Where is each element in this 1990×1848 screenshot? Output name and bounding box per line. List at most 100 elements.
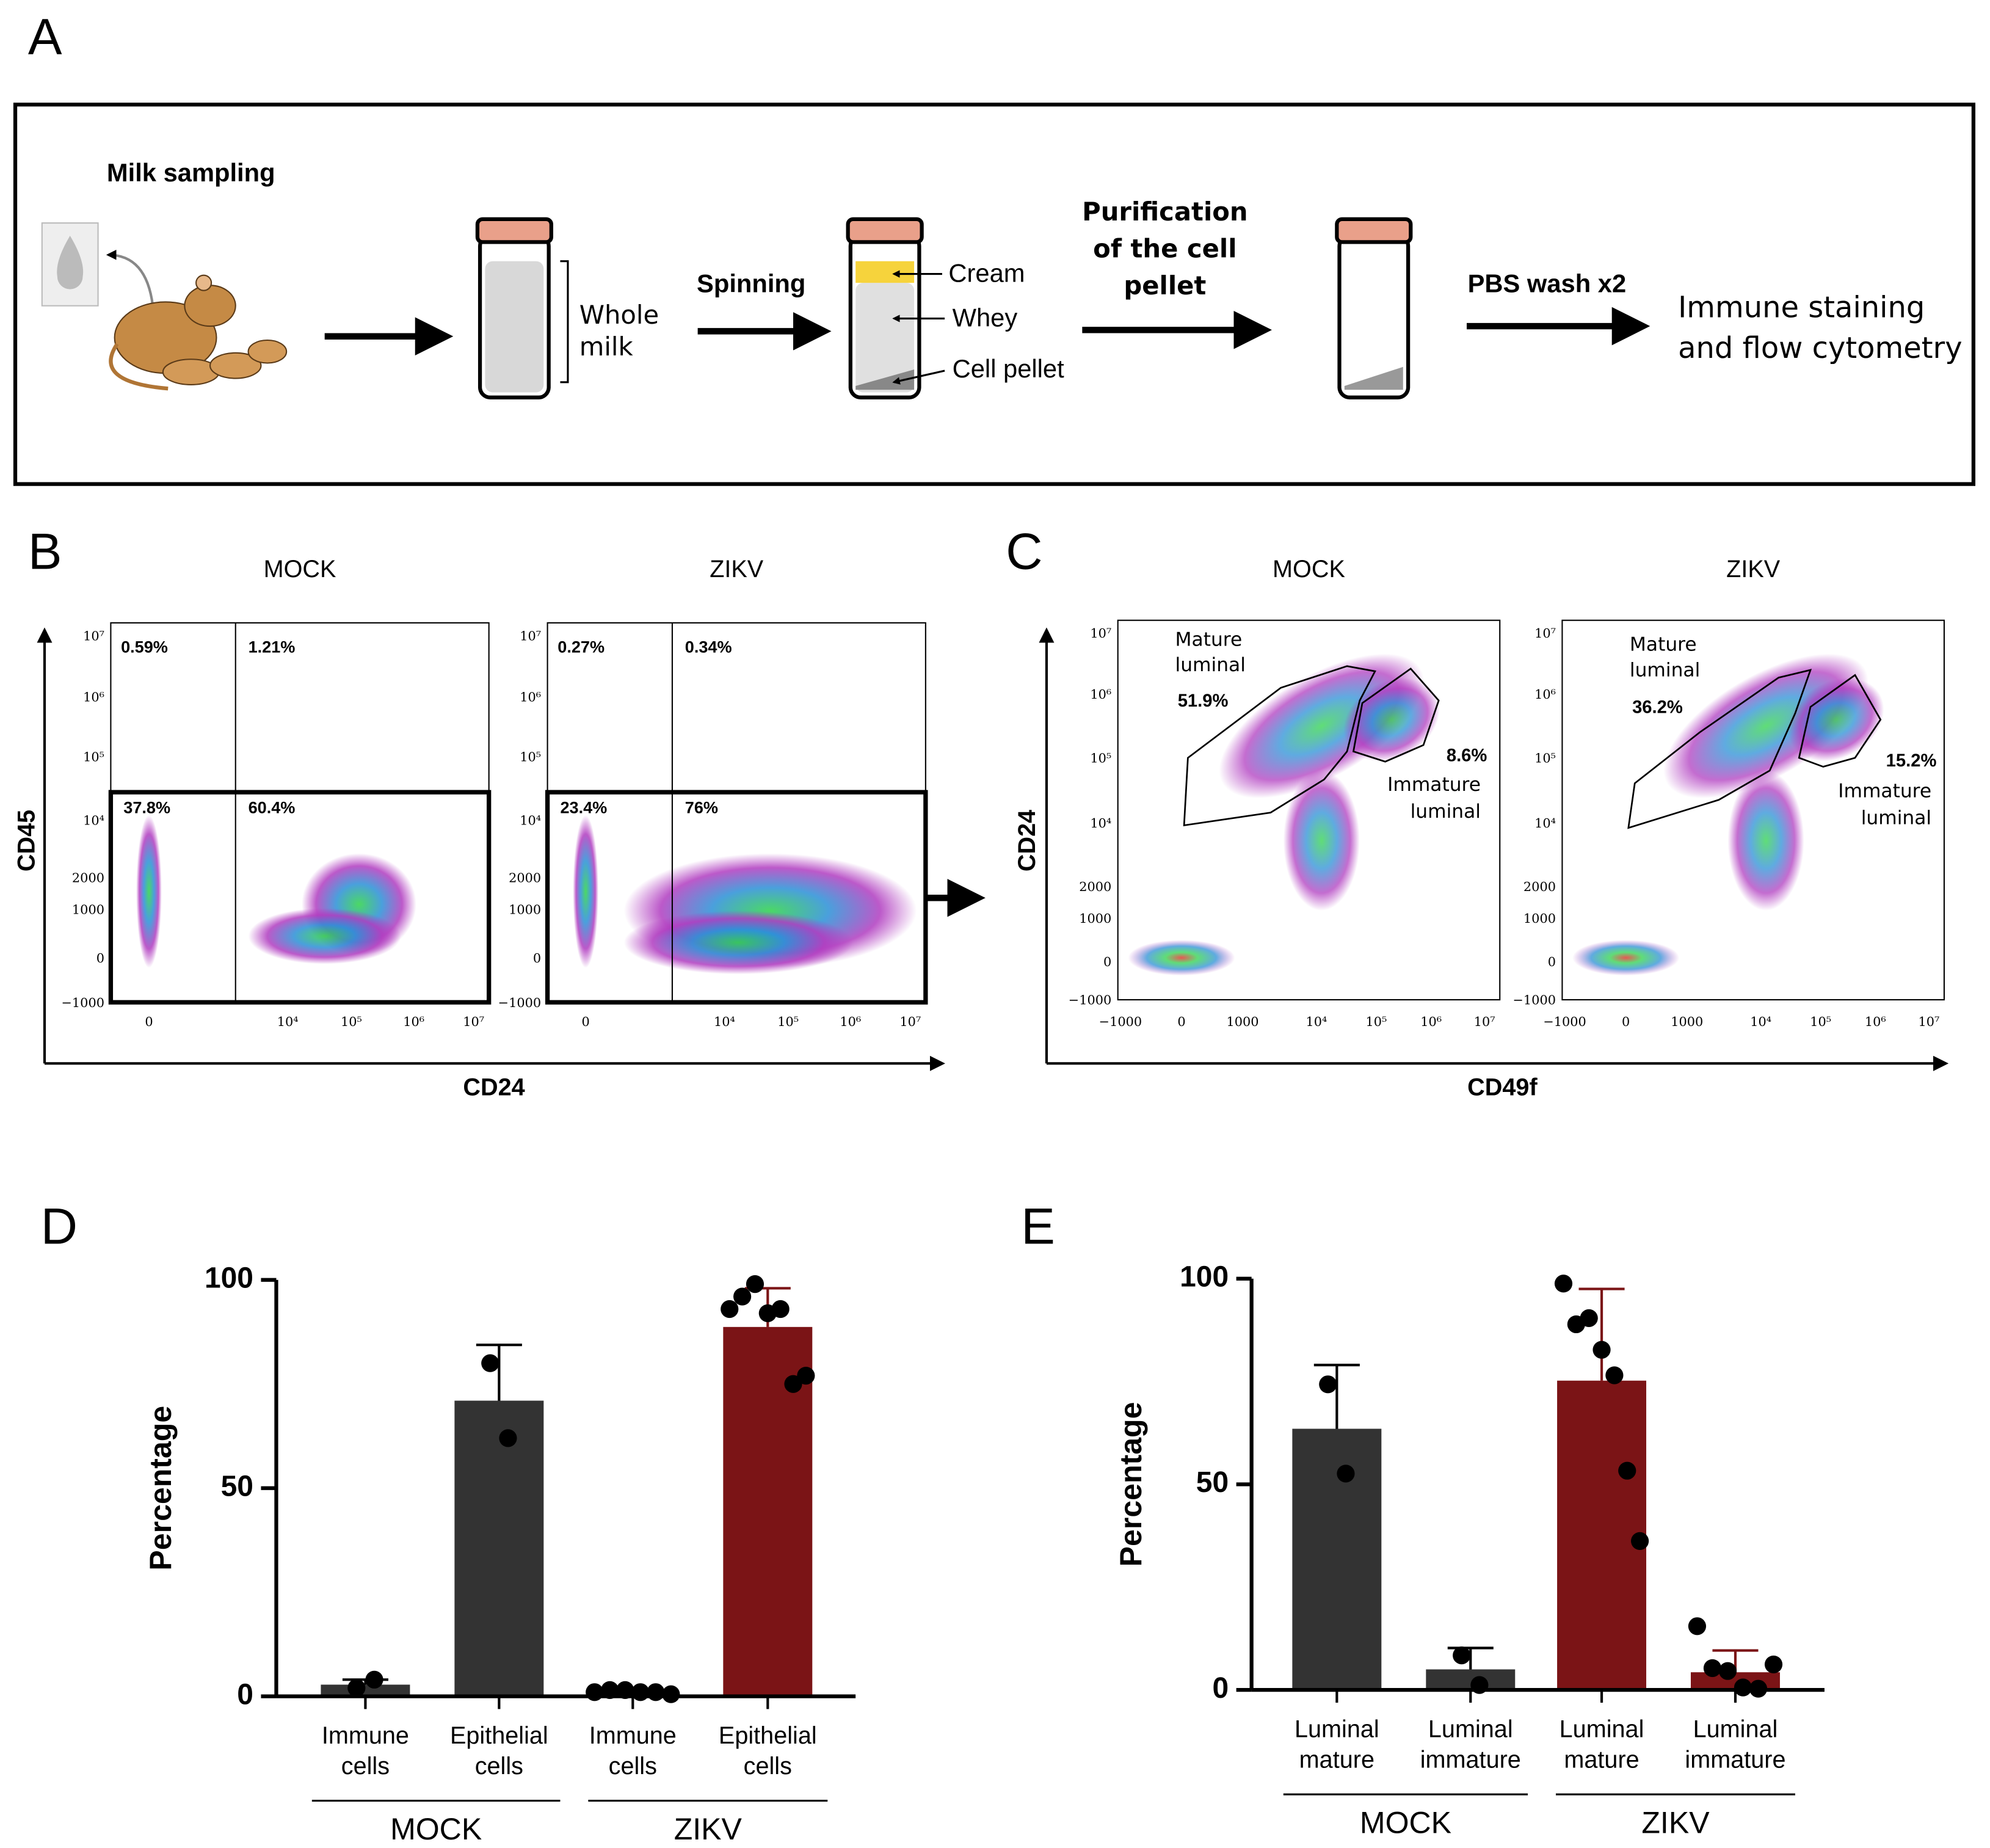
gate <box>1798 674 1882 768</box>
label-box: Immune staining and flow cytometry <box>1678 291 1963 366</box>
gate <box>1352 668 1440 763</box>
y-tick-label: 100 <box>1180 1260 1229 1293</box>
gate <box>545 790 928 1005</box>
data-point <box>1337 1464 1355 1483</box>
gate-name: Immature luminal <box>1387 773 1481 823</box>
y-axis-label: Percentage <box>143 1406 178 1571</box>
panel-label: D <box>41 1198 78 1254</box>
y-tick-label: 10⁵ <box>520 749 541 764</box>
gate-name-box: Mature luminal <box>1175 628 1246 676</box>
panel-label: B <box>28 523 62 580</box>
mouse-icon <box>41 222 288 391</box>
x-tick-label: 10⁷ <box>1474 1014 1495 1029</box>
bar <box>1557 1380 1647 1690</box>
error-bar <box>1313 1364 1360 1429</box>
layer-label: Cell pellet <box>953 354 1064 383</box>
step-label: PBS wash x2 <box>1468 269 1627 297</box>
y-tick-label: 10⁴ <box>1534 816 1556 831</box>
data-point <box>647 1683 665 1701</box>
y-tick-label: 100 <box>205 1262 253 1294</box>
y-tick-label: 10⁶ <box>520 689 541 704</box>
gate-name: Mature luminal <box>1629 633 1701 682</box>
y-tick-label: 0 <box>1212 1672 1229 1704</box>
data-point <box>631 1683 650 1701</box>
y-tick-label: 10⁵ <box>83 749 104 764</box>
gate-name-box: Mature luminal <box>1629 633 1701 682</box>
data-point <box>1618 1461 1636 1480</box>
data-point <box>1764 1655 1783 1674</box>
panel-label: C <box>1006 523 1042 580</box>
x-tick-label: 1000 <box>1671 1014 1703 1029</box>
gate-percent: 36.2% <box>1632 697 1683 717</box>
axis-label: CD24 <box>463 1074 525 1100</box>
flow-panels: CD45 CD24 MOCK 10⁷ 10⁶ 10⁵ 10⁴ 2000 1000 0 −1000 0 1… <box>13 556 1949 1100</box>
x-tick-label: 0 <box>145 1014 153 1029</box>
data-point <box>586 1683 604 1701</box>
y-tick-label: 1000 <box>509 903 541 917</box>
y-tick-label: 50 <box>221 1470 253 1502</box>
data-point <box>1319 1375 1337 1394</box>
step-label: Spinning <box>697 269 805 297</box>
data-point <box>347 1679 366 1697</box>
density <box>1787 677 1884 762</box>
x-tick-label: 10⁵ <box>777 1014 799 1029</box>
quadrant-percent: 1.21% <box>249 638 296 657</box>
y-tick-label: 2000 <box>509 870 541 885</box>
y-tick-label: 10⁶ <box>83 689 104 704</box>
step-label: Milk sampling <box>107 158 275 187</box>
data-point <box>721 1300 739 1319</box>
y-tick-label: −1000 <box>498 995 542 1010</box>
data-point <box>1453 1646 1471 1665</box>
x-tick-label-box: Immune cells <box>321 1723 409 1781</box>
x-tick-label-box: Luminal immature <box>1685 1717 1785 1774</box>
data-point <box>1605 1366 1624 1384</box>
y-tick-label: 0 <box>533 951 541 966</box>
y-tick-label: 10⁷ <box>83 628 104 643</box>
x-tick-label: 10⁴ <box>277 1014 299 1029</box>
x-tick-label-box: Luminal immature <box>1420 1716 1521 1774</box>
density <box>1572 940 1680 976</box>
x-tick-label: Immune cells <box>321 1723 409 1781</box>
gate-percent: 8.6% <box>1447 746 1487 766</box>
x-tick-label-box: Epithelial cells <box>718 1723 817 1781</box>
plot-title: MOCK <box>1273 556 1345 583</box>
data-point <box>1688 1617 1707 1635</box>
quadrant-percent: 60.4% <box>249 798 296 817</box>
y-tick-label: 0 <box>1103 955 1111 969</box>
quadrant-percent: 23.4% <box>560 798 607 817</box>
bar <box>454 1400 544 1697</box>
group-label: MOCK <box>390 1812 482 1846</box>
y-tick-label: 2000 <box>1523 879 1556 894</box>
plot-title: ZIKV <box>710 556 764 583</box>
data-point <box>365 1670 383 1689</box>
y-tick-label: 10⁴ <box>520 813 541 828</box>
x-tick-label: Immune cells <box>589 1723 677 1781</box>
x-tick-label: Epithelial cells <box>718 1723 817 1781</box>
gate-name-box: Immature luminal <box>1387 773 1481 823</box>
density <box>1128 940 1235 976</box>
density <box>573 815 598 968</box>
y-tick-label: 10⁵ <box>1090 751 1111 765</box>
tubes <box>475 217 1413 399</box>
x-tick-label: Luminal immature <box>1420 1716 1521 1774</box>
quadrant-percent: 37.8% <box>123 798 170 817</box>
x-tick-label: Luminal mature <box>1294 1716 1379 1774</box>
quadrant-percent: 0.34% <box>685 638 732 657</box>
gate-name: Immature luminal <box>1838 779 1932 829</box>
axis-label: CD49f <box>1467 1074 1538 1100</box>
y-tick-label: 10⁶ <box>1090 687 1111 702</box>
x-tick-label: Epithelial cells <box>449 1723 548 1781</box>
x-tick-label: 10⁴ <box>714 1014 735 1029</box>
y-tick-label: 2000 <box>1079 879 1111 894</box>
frame <box>13 103 1976 486</box>
bar <box>321 1684 410 1697</box>
gate <box>1627 669 1812 829</box>
step-label: Immune staining and flow cytometry <box>1678 291 1963 366</box>
y-tick-label: 10⁵ <box>1534 751 1556 765</box>
x-tick-label: 10⁴ <box>1306 1014 1327 1029</box>
error-bar <box>1578 1287 1625 1381</box>
x-tick-label: −1000 <box>1543 1014 1586 1029</box>
x-tick-label: 10⁶ <box>1865 1014 1886 1029</box>
x-tick-label: 0 <box>582 1014 590 1029</box>
y-tick-label: 1000 <box>1079 911 1111 926</box>
